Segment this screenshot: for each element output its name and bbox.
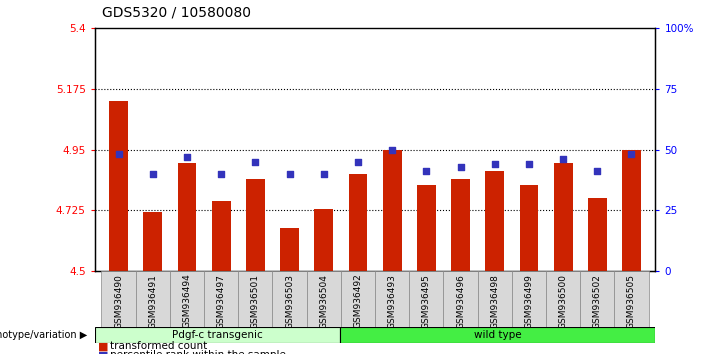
Bar <box>177 163 196 271</box>
Text: GSM936494: GSM936494 <box>182 274 191 329</box>
Text: transformed count: transformed count <box>110 341 207 351</box>
Bar <box>273 271 306 327</box>
Bar <box>170 271 204 327</box>
Bar <box>102 271 136 327</box>
Bar <box>409 271 444 327</box>
Bar <box>444 271 477 327</box>
Text: genotype/variation ▶: genotype/variation ▶ <box>0 330 88 341</box>
Bar <box>109 101 128 271</box>
Point <box>592 169 603 174</box>
Text: Pdgf-c transgenic: Pdgf-c transgenic <box>172 330 263 341</box>
Point <box>284 171 295 177</box>
Bar <box>144 212 162 271</box>
Text: GSM936503: GSM936503 <box>285 274 294 329</box>
Bar <box>314 209 333 271</box>
Bar <box>417 184 436 271</box>
Text: GSM936502: GSM936502 <box>593 274 601 329</box>
Text: GSM936501: GSM936501 <box>251 274 260 329</box>
Bar <box>512 271 546 327</box>
Point <box>386 147 397 152</box>
Point <box>250 159 261 165</box>
Text: ■: ■ <box>98 350 109 354</box>
Text: GSM936504: GSM936504 <box>319 274 328 329</box>
Text: GSM936505: GSM936505 <box>627 274 636 329</box>
Point <box>524 161 535 167</box>
Text: GSM936493: GSM936493 <box>388 274 397 329</box>
Bar <box>580 271 614 327</box>
Bar <box>341 271 375 327</box>
Bar <box>280 228 299 271</box>
Point <box>626 152 637 157</box>
Point <box>215 171 226 177</box>
Text: wild type: wild type <box>474 330 522 341</box>
Bar <box>451 179 470 271</box>
Bar <box>622 149 641 271</box>
Bar <box>340 327 655 343</box>
Bar <box>485 171 504 271</box>
Bar <box>383 149 402 271</box>
Bar <box>246 179 265 271</box>
Point <box>557 156 569 162</box>
Point <box>318 171 329 177</box>
Text: percentile rank within the sample: percentile rank within the sample <box>110 350 286 354</box>
Bar <box>204 271 238 327</box>
Bar <box>588 198 606 271</box>
Text: GSM936499: GSM936499 <box>524 274 533 329</box>
Bar <box>306 271 341 327</box>
Text: GDS5320 / 10580080: GDS5320 / 10580080 <box>102 5 251 19</box>
Bar <box>348 174 367 271</box>
Bar <box>614 271 648 327</box>
Point <box>113 152 124 157</box>
Bar <box>477 271 512 327</box>
Text: GSM936492: GSM936492 <box>353 274 362 329</box>
Text: GSM936495: GSM936495 <box>422 274 431 329</box>
Bar <box>95 327 340 343</box>
Bar <box>554 163 573 271</box>
Bar <box>212 201 231 271</box>
Point <box>421 169 432 174</box>
Text: GSM936500: GSM936500 <box>559 274 568 329</box>
Point <box>147 171 158 177</box>
Point <box>182 154 193 160</box>
Bar <box>546 271 580 327</box>
Bar <box>519 184 538 271</box>
Bar <box>238 271 273 327</box>
Point <box>455 164 466 169</box>
Text: ■: ■ <box>98 341 109 351</box>
Text: GSM936496: GSM936496 <box>456 274 465 329</box>
Text: GSM936490: GSM936490 <box>114 274 123 329</box>
Bar <box>136 271 170 327</box>
Text: GSM936491: GSM936491 <box>149 274 157 329</box>
Bar <box>375 271 409 327</box>
Point <box>489 161 501 167</box>
Point <box>353 159 364 165</box>
Text: GSM936497: GSM936497 <box>217 274 226 329</box>
Text: GSM936498: GSM936498 <box>490 274 499 329</box>
